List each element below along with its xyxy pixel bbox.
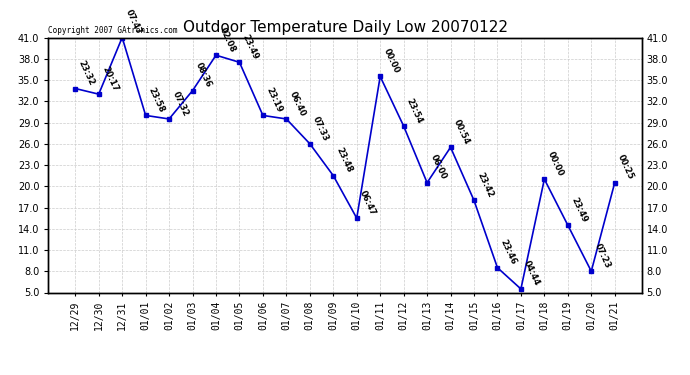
Text: 06:00: 06:00 (428, 153, 448, 182)
Text: 00:25: 00:25 (616, 153, 635, 182)
Text: 23:54: 23:54 (405, 97, 424, 124)
Text: 23:19: 23:19 (264, 86, 284, 114)
Text: 23:49: 23:49 (569, 196, 589, 224)
Text: 20:17: 20:17 (100, 65, 119, 93)
Text: Copyright 2007 GAtronics.com: Copyright 2007 GAtronics.com (48, 26, 178, 35)
Text: 02:08: 02:08 (217, 26, 237, 54)
Text: 06:47: 06:47 (358, 189, 377, 217)
Text: 00:54: 00:54 (452, 118, 471, 146)
Text: 23:46: 23:46 (499, 238, 518, 266)
Text: 07:32: 07:32 (170, 90, 190, 118)
Text: 04:44: 04:44 (522, 260, 542, 288)
Text: 06:40: 06:40 (288, 90, 307, 118)
Text: 07:47: 07:47 (124, 8, 143, 36)
Text: 07:23: 07:23 (593, 242, 612, 270)
Text: 00:00: 00:00 (382, 47, 401, 75)
Text: 23:49: 23:49 (241, 33, 260, 61)
Text: 07:33: 07:33 (311, 115, 331, 142)
Text: 23:58: 23:58 (147, 86, 166, 114)
Text: 08:36: 08:36 (194, 62, 213, 89)
Title: Outdoor Temperature Daily Low 20070122: Outdoor Temperature Daily Low 20070122 (182, 20, 508, 35)
Text: 23:32: 23:32 (77, 59, 96, 87)
Text: 23:48: 23:48 (335, 146, 354, 174)
Text: 00:00: 00:00 (546, 150, 565, 178)
Text: 23:42: 23:42 (475, 171, 495, 199)
